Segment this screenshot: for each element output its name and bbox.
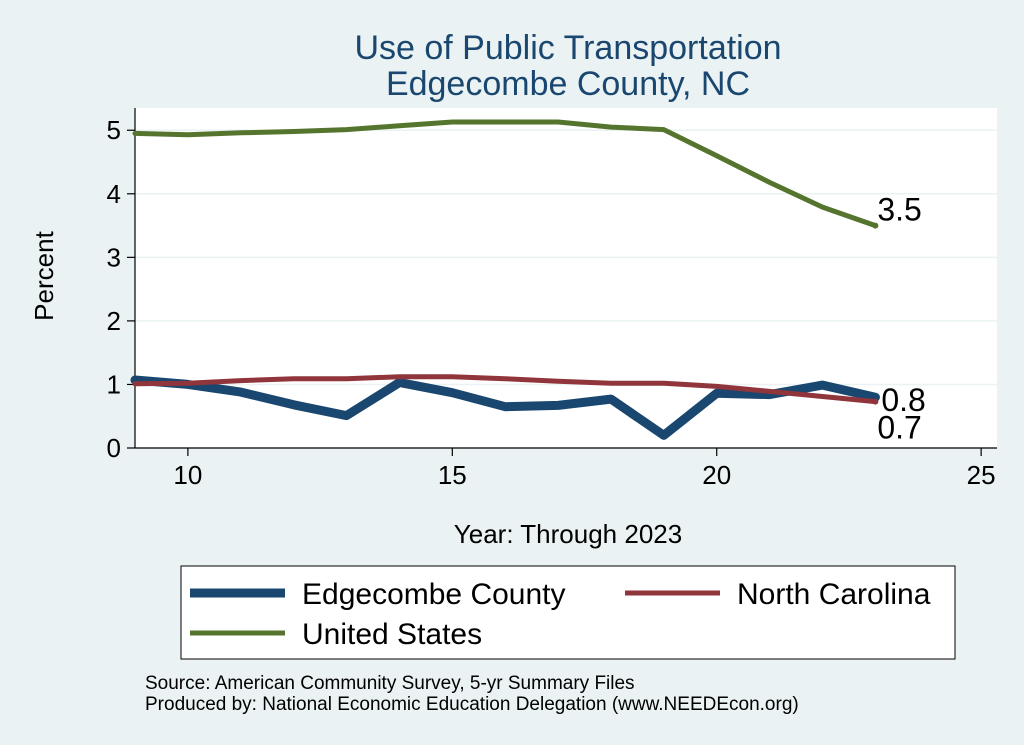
- series-end-marker: [872, 394, 879, 401]
- end-value-label: 0.7: [877, 410, 921, 446]
- series-line-north-carolina: [132, 374, 878, 405]
- legend-box: [180, 565, 956, 660]
- legend-label-united-states: United States: [302, 618, 482, 651]
- y-axis-label: Percent: [29, 230, 59, 320]
- y-tick-label: 4: [107, 179, 121, 209]
- series-end-marker: [872, 222, 879, 229]
- x-tick-label: 10: [173, 460, 202, 490]
- x-tick-label: 25: [967, 460, 996, 490]
- series-end-marker: [872, 398, 879, 405]
- legend-label-edgecombe: Edgecombe County: [302, 578, 566, 611]
- producer-note: Produced by: National Economic Education…: [145, 694, 799, 715]
- chart-title-line-2: Edgecombe County, NC: [386, 65, 750, 103]
- legend: Edgecombe County North Carolina United S…: [180, 565, 956, 660]
- series-line-edgecombe-county: [130, 375, 880, 440]
- chart-title-line-1: Use of Public Transportation: [354, 29, 781, 67]
- axes: 0 1 2 3 4 5 10 15 20 25: [107, 108, 997, 490]
- x-axis-label: Year: Through 2023: [454, 519, 682, 549]
- y-tick-label: 3: [107, 242, 121, 272]
- series-line-united-states: [132, 119, 878, 229]
- x-tick-label: 20: [702, 460, 731, 490]
- end-labels: 0.80.7 3.5: [877, 192, 925, 446]
- y-tick-label: 1: [107, 369, 121, 399]
- x-tick-label: 15: [438, 460, 467, 490]
- y-tick-label: 5: [107, 115, 121, 145]
- source-note: Source: American Community Survey, 5-yr …: [145, 673, 635, 694]
- y-tick-label: 0: [107, 433, 121, 463]
- end-value-label: 0.8: [881, 382, 925, 418]
- end-value-label: 3.5: [877, 192, 921, 228]
- legend-label-north-carolina: North Carolina: [737, 578, 931, 611]
- y-tick-label: 2: [107, 306, 121, 336]
- series-lines: [130, 119, 880, 440]
